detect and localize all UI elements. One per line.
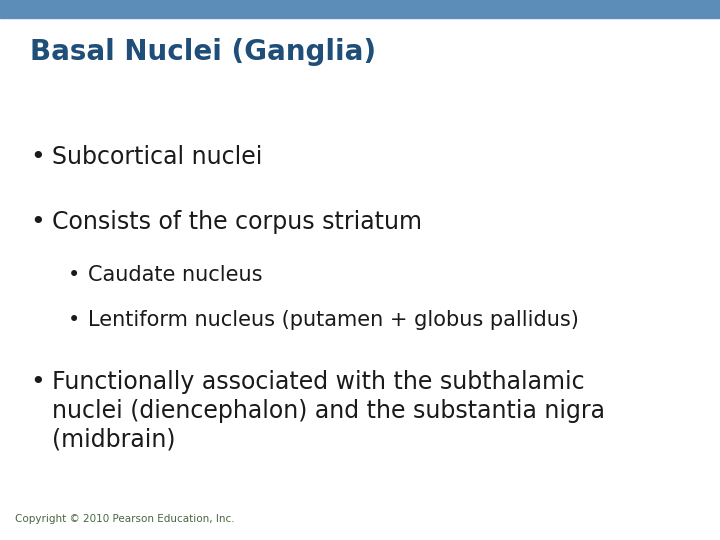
Text: Lentiform nucleus (putamen + globus pallidus): Lentiform nucleus (putamen + globus pall… [88, 310, 579, 330]
Text: Caudate nucleus: Caudate nucleus [88, 265, 263, 285]
Text: Subcortical nuclei: Subcortical nuclei [52, 145, 262, 169]
Text: •: • [30, 370, 45, 394]
Text: •: • [68, 310, 80, 330]
Text: •: • [68, 265, 80, 285]
Text: •: • [30, 210, 45, 234]
Text: •: • [30, 145, 45, 169]
Text: Functionally associated with the subthalamic
nuclei (diencephalon) and the subst: Functionally associated with the subthal… [52, 370, 605, 451]
Text: Consists of the corpus striatum: Consists of the corpus striatum [52, 210, 422, 234]
Bar [0, 0, 720, 18]
Text: Copyright © 2010 Pearson Education, Inc.: Copyright © 2010 Pearson Education, Inc. [15, 514, 235, 524]
Text: Basal Nuclei (Ganglia): Basal Nuclei (Ganglia) [30, 38, 376, 66]
